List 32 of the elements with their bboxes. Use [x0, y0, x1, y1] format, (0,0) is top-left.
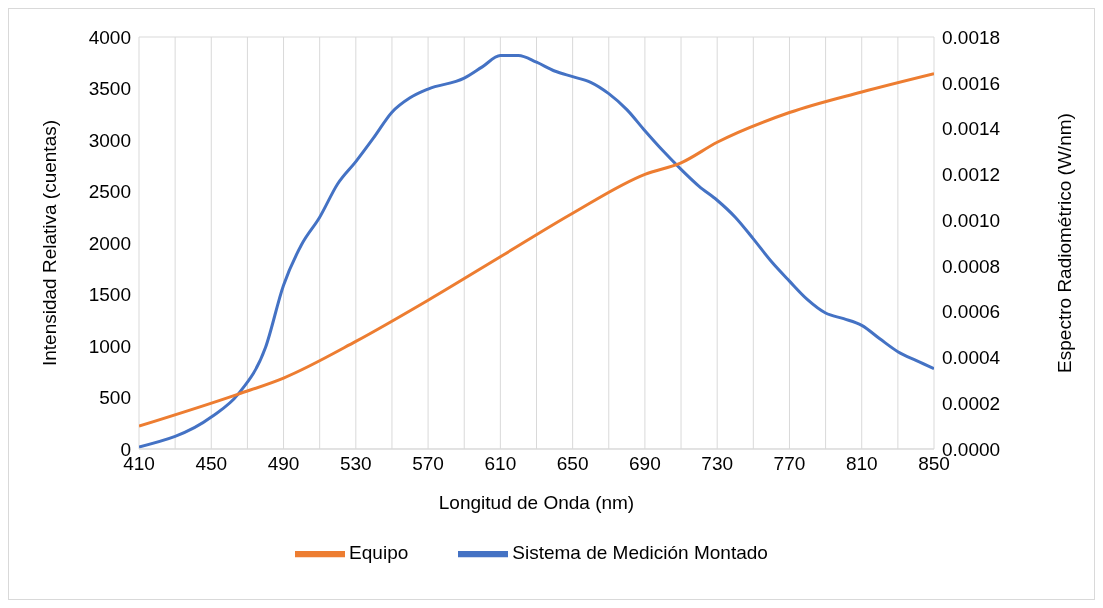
y2-axis-title: Espectro Radiométrico (W/nm)	[1053, 113, 1075, 373]
x-tick-label: 690	[629, 453, 661, 475]
x-tick-label: 530	[339, 453, 372, 475]
x-tick-label: 650	[556, 453, 589, 475]
y-tick-label: 3000	[88, 129, 131, 151]
x-tick-label: 810	[845, 453, 878, 475]
x-tick-label: 610	[484, 453, 517, 475]
y-tick-label: 1000	[88, 335, 131, 357]
y-axis-title: Intensidad Relativa (cuentas)	[38, 119, 60, 367]
y-tick-label: 4000	[88, 26, 131, 48]
x-tick-label: 730	[701, 453, 734, 475]
x-tick-label: 770	[773, 453, 806, 475]
legend-label: Equipo	[349, 542, 409, 564]
x-tick-label: 570	[412, 453, 444, 475]
legend-label: Sistema de Medición Montado	[512, 542, 768, 564]
y2-tick-label: 0.0018	[942, 26, 1001, 48]
y-tick-label: 1500	[88, 284, 131, 306]
y-tick-label: 3500	[88, 78, 131, 100]
y2-tick-label: 0.0012	[942, 164, 1001, 186]
y2-tick-label: 0.0016	[942, 72, 1001, 94]
y2-tick-label: 0.0004	[942, 347, 1001, 369]
y2-tick-label: 0.0008	[942, 255, 1001, 277]
y-tick-label: 2000	[88, 232, 131, 254]
y2-tick-label: 0.0014	[942, 118, 1001, 140]
y2-tick-label: 0.0006	[942, 301, 1001, 323]
y2-tick-label: 0.0002	[942, 392, 1001, 414]
x-axis-title: Longitud de Onda (nm)	[438, 492, 635, 513]
y-tick-label: 2500	[88, 181, 131, 203]
x-tick-label: 450	[195, 453, 228, 475]
y-tick-label: 500	[99, 387, 131, 409]
y2-tick-label: 0.0010	[942, 209, 1001, 231]
x-tick-label: 490	[267, 453, 300, 475]
